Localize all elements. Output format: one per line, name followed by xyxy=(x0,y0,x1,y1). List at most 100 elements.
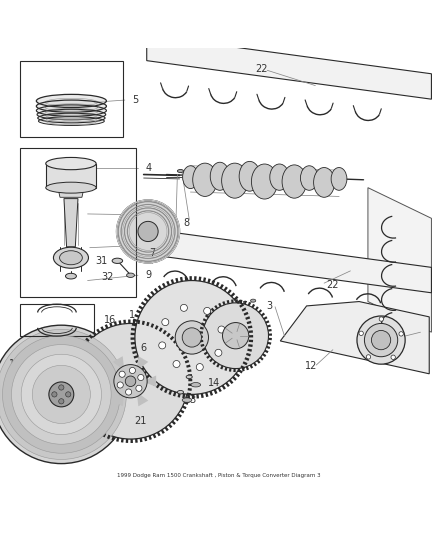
Polygon shape xyxy=(74,403,78,407)
Polygon shape xyxy=(168,390,172,395)
Circle shape xyxy=(364,324,398,357)
Polygon shape xyxy=(184,401,188,405)
Polygon shape xyxy=(123,320,126,324)
Polygon shape xyxy=(148,378,153,383)
Polygon shape xyxy=(141,302,146,306)
Polygon shape xyxy=(64,199,78,247)
Polygon shape xyxy=(132,323,137,326)
Polygon shape xyxy=(233,296,238,301)
Polygon shape xyxy=(69,372,74,375)
Ellipse shape xyxy=(38,113,105,123)
Polygon shape xyxy=(253,362,257,366)
Text: 7: 7 xyxy=(149,248,155,259)
Polygon shape xyxy=(116,438,119,442)
Polygon shape xyxy=(147,229,431,293)
Polygon shape xyxy=(182,394,185,398)
Polygon shape xyxy=(209,358,213,362)
Circle shape xyxy=(162,319,169,326)
Circle shape xyxy=(391,355,396,359)
Circle shape xyxy=(117,200,180,263)
Polygon shape xyxy=(203,318,207,322)
Ellipse shape xyxy=(36,105,106,116)
Polygon shape xyxy=(118,320,121,325)
Polygon shape xyxy=(204,352,208,355)
Text: 10: 10 xyxy=(143,240,155,251)
Polygon shape xyxy=(90,425,95,430)
Circle shape xyxy=(49,382,74,407)
Polygon shape xyxy=(199,331,203,334)
Polygon shape xyxy=(162,330,167,335)
Polygon shape xyxy=(155,325,159,330)
Polygon shape xyxy=(137,364,142,367)
Circle shape xyxy=(129,367,135,374)
Circle shape xyxy=(182,328,201,347)
Polygon shape xyxy=(196,394,199,399)
Polygon shape xyxy=(70,367,74,370)
Polygon shape xyxy=(260,357,264,361)
Circle shape xyxy=(159,342,166,349)
Polygon shape xyxy=(188,374,192,377)
Circle shape xyxy=(357,316,405,364)
Polygon shape xyxy=(201,393,204,398)
Polygon shape xyxy=(166,333,171,337)
Polygon shape xyxy=(248,344,253,347)
Ellipse shape xyxy=(193,163,217,197)
Polygon shape xyxy=(192,394,194,399)
Polygon shape xyxy=(238,368,240,372)
Circle shape xyxy=(114,365,147,398)
Polygon shape xyxy=(229,379,233,384)
Polygon shape xyxy=(200,327,204,329)
Polygon shape xyxy=(212,280,215,285)
Polygon shape xyxy=(268,334,272,336)
Polygon shape xyxy=(258,309,262,313)
Polygon shape xyxy=(131,346,136,350)
Text: 3: 3 xyxy=(266,301,272,311)
Polygon shape xyxy=(186,365,191,368)
Circle shape xyxy=(119,371,125,377)
Polygon shape xyxy=(105,324,108,329)
Polygon shape xyxy=(88,334,93,339)
Polygon shape xyxy=(180,277,183,281)
Circle shape xyxy=(371,330,391,350)
Ellipse shape xyxy=(36,100,106,112)
Polygon shape xyxy=(166,281,170,286)
Polygon shape xyxy=(218,303,222,307)
Circle shape xyxy=(359,331,364,335)
Polygon shape xyxy=(246,353,251,357)
Polygon shape xyxy=(242,368,245,372)
Polygon shape xyxy=(247,321,251,324)
Polygon shape xyxy=(207,278,211,284)
Polygon shape xyxy=(187,369,191,372)
Bar xyxy=(20,148,136,297)
Ellipse shape xyxy=(127,273,134,278)
Polygon shape xyxy=(209,391,213,396)
Circle shape xyxy=(173,360,180,368)
Polygon shape xyxy=(215,282,220,287)
Circle shape xyxy=(136,385,142,391)
Polygon shape xyxy=(161,429,165,434)
Polygon shape xyxy=(203,277,206,282)
Polygon shape xyxy=(255,306,259,310)
Polygon shape xyxy=(268,342,272,345)
Circle shape xyxy=(366,355,371,359)
Polygon shape xyxy=(114,321,117,326)
Polygon shape xyxy=(162,283,166,288)
Polygon shape xyxy=(157,432,161,437)
Text: 16: 16 xyxy=(104,315,117,325)
Text: 22: 22 xyxy=(256,63,268,74)
Polygon shape xyxy=(248,326,252,328)
Polygon shape xyxy=(262,353,266,357)
Polygon shape xyxy=(268,329,272,332)
Polygon shape xyxy=(134,355,138,359)
Polygon shape xyxy=(229,368,232,372)
Ellipse shape xyxy=(300,166,318,190)
Polygon shape xyxy=(201,344,205,347)
Polygon shape xyxy=(177,393,181,398)
Ellipse shape xyxy=(112,258,123,263)
Polygon shape xyxy=(150,291,155,296)
Polygon shape xyxy=(132,351,137,354)
Polygon shape xyxy=(265,350,268,353)
Circle shape xyxy=(117,382,124,388)
Polygon shape xyxy=(171,279,174,284)
Polygon shape xyxy=(186,397,190,400)
